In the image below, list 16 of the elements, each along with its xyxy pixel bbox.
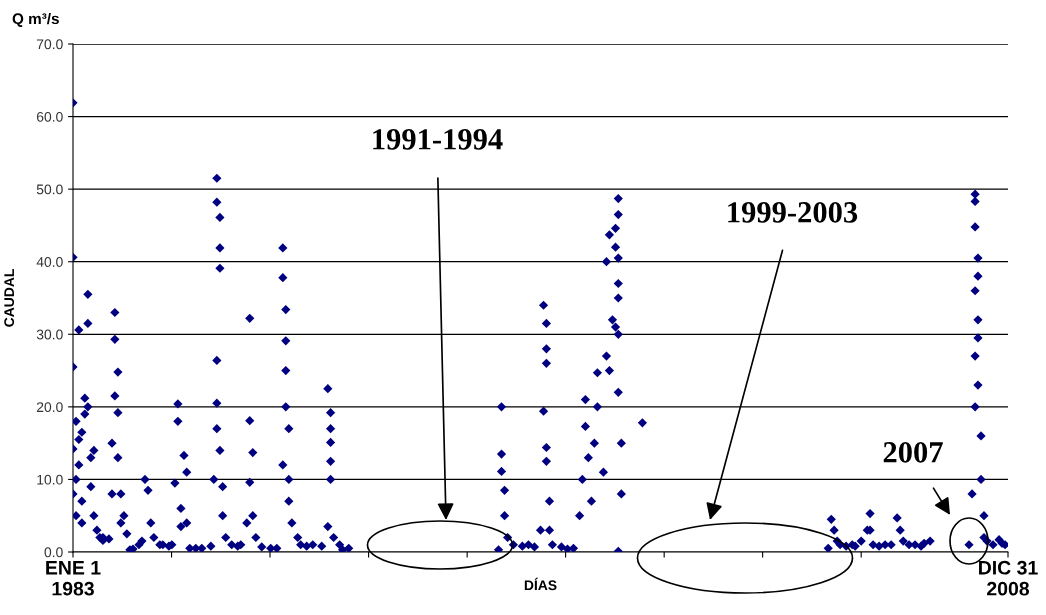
annotation: 1991-1994 (373, 129, 503, 150)
chart-title: Q m³/s (12, 12, 59, 27)
y-tick-label: 30.0 (36, 329, 63, 340)
annotation: 2007 (883, 442, 943, 463)
y-tick-label: 70.0 (36, 39, 63, 50)
y-tick-label: 10.0 (37, 474, 63, 485)
annotation: 1999-2003 (728, 202, 858, 223)
y-tick-label: 20.0 (36, 402, 63, 413)
y-tick-label: 40.0 (36, 257, 63, 267)
y-tick-label: 50.0 (36, 184, 63, 195)
y-tick-label: 0.0 (44, 547, 63, 558)
x-axis-title: DÍAS (524, 577, 557, 591)
y-axis-title: CAUDAL (4, 269, 15, 327)
x-tick-label: DIC 31 2008 (979, 560, 1038, 596)
x-tick-label: ENE 1 1983 (46, 561, 101, 596)
y-tick-label: 60.0 (36, 111, 63, 122)
